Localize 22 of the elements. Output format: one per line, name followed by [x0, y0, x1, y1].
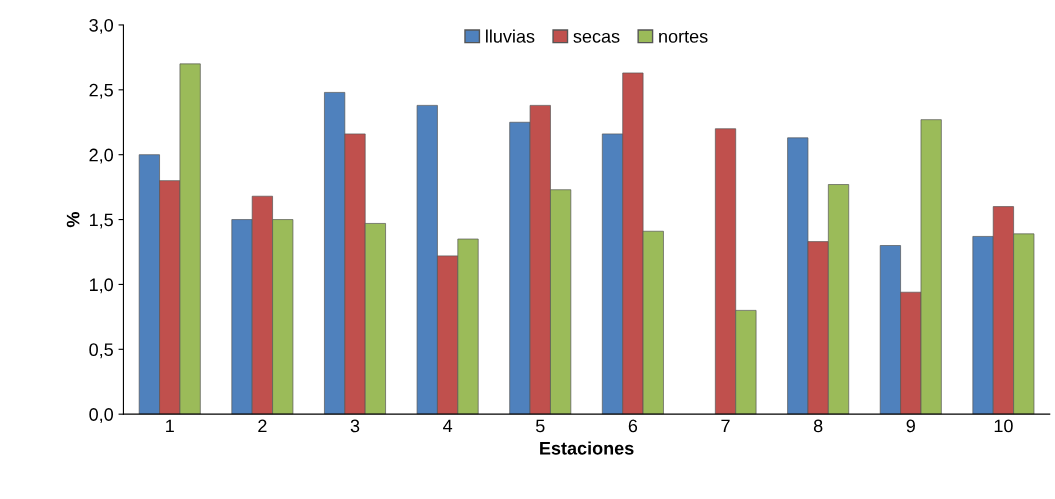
- legend-label: lluvias: [486, 29, 535, 43]
- x-tick-label: 6: [628, 419, 638, 433]
- y-tick-label: 3,0: [89, 18, 114, 34]
- y-tick-label: 2,5: [89, 83, 113, 99]
- x-tick-label: 8: [813, 419, 823, 433]
- x-tick-label: 7: [721, 419, 730, 433]
- y-tick-label: 2,0: [89, 148, 114, 164]
- legend-label: nortes: [659, 30, 708, 43]
- y-tick-label: 0,5: [89, 343, 113, 359]
- x-axis-title: Estaciones: [540, 441, 634, 455]
- y-axis-title: %: [66, 212, 80, 228]
- x-tick-label: 2: [258, 419, 267, 433]
- x-tick-label: 3: [350, 419, 360, 433]
- y-tick-label: 1,5: [89, 213, 113, 229]
- x-tick-label: 1: [166, 419, 174, 433]
- x-tick-label: 9: [906, 419, 915, 433]
- x-tick-label: 4: [443, 419, 453, 433]
- y-tick-label: 0,0: [89, 408, 114, 424]
- x-tick-label: 10: [994, 419, 1013, 433]
- legend-label: secas: [573, 32, 620, 43]
- y-tick-label: 1,0: [89, 278, 114, 294]
- x-tick-label: 5: [535, 419, 545, 433]
